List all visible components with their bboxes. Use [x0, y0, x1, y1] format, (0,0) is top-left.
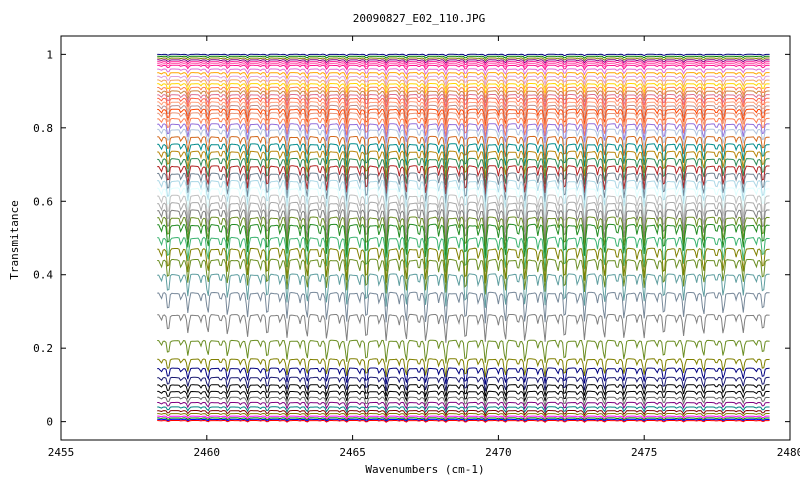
spectrum-line: [157, 79, 770, 91]
spectrum-line: [157, 101, 770, 117]
spectrum-line: [157, 201, 770, 237]
spectrum-line: [157, 72, 770, 81]
x-tick-label: 2480: [777, 446, 800, 459]
spectrum-line: [157, 82, 770, 95]
spectrum-line: [157, 157, 770, 187]
spectrum-line: [157, 376, 770, 392]
y-axis-label: Transmitance: [8, 200, 21, 279]
spectrum-line: [157, 57, 770, 62]
spectrum-line: [157, 396, 770, 408]
spectrum-line: [157, 104, 770, 122]
y-tick-label: 0.2: [33, 342, 53, 355]
spectrum-line: [157, 128, 770, 152]
spectrum-line: [157, 165, 770, 195]
spectrum-line: [157, 415, 770, 420]
spectrum-line: [157, 401, 770, 411]
chart-title: 20090827_E02_110.JPG: [353, 12, 485, 25]
spectrum-line: [157, 419, 770, 423]
spectrum-line: [157, 97, 770, 112]
y-tick-label: 0.6: [33, 195, 53, 208]
spectrum-line: [157, 108, 770, 126]
spectrum-line: [157, 194, 770, 229]
spectrum-line: [157, 150, 770, 178]
spectrum-line: [157, 339, 770, 364]
spectrum-line: [157, 390, 770, 403]
spectrum-line: [157, 258, 770, 295]
spectrum-line: [157, 59, 770, 64]
spectrum-line: [157, 418, 770, 423]
spectrum-line: [157, 367, 770, 385]
spectrum-line: [157, 406, 770, 414]
spectrum-line: [157, 384, 770, 398]
spectrum-line: [157, 112, 770, 131]
x-tick-label: 2455: [48, 446, 75, 459]
spectrum-line: [157, 179, 770, 213]
x-axis-label: Wavenumbers (cm-1): [365, 463, 484, 476]
spectrum-line: [157, 172, 770, 204]
spectrum-line: [157, 223, 770, 260]
series-layer: [157, 53, 770, 423]
spectrum-line: [157, 64, 770, 72]
spectrum-line: [157, 135, 770, 161]
spectrum-line: [157, 417, 770, 422]
spectrum-line: [157, 209, 770, 245]
y-tick-label: 1: [46, 48, 53, 61]
spectrum-line: [157, 273, 770, 308]
spectrum-line: [157, 53, 770, 57]
plot-frame: [60, 35, 791, 441]
x-tick-label: 2465: [339, 446, 366, 459]
spectrum-line: [157, 117, 770, 138]
spectrum-line: [157, 313, 770, 343]
spectrum-line: [157, 123, 770, 144]
y-tick-label: 0.4: [33, 269, 53, 282]
spectrum-line: [157, 409, 770, 417]
spectrum-line: [157, 86, 770, 99]
y-tick-label: 0: [46, 416, 53, 429]
y-tick-label: 0.8: [33, 122, 53, 135]
spectrum-line: [157, 216, 770, 252]
x-tick-label: 2460: [194, 446, 221, 459]
spectrum-line: [157, 247, 770, 284]
spectrum-line: [157, 90, 770, 104]
y-axis-ticks: 0 0.2 0.4 0.6 0.8 1: [33, 48, 790, 429]
spectrum-line: [157, 143, 770, 169]
spectrum-line: [157, 236, 770, 273]
spectrum-line: [157, 93, 770, 109]
spectrum-line: [157, 62, 770, 69]
spectrum-line: [157, 75, 770, 86]
spectrum-line: [157, 61, 770, 67]
x-tick-label: 2470: [485, 446, 512, 459]
spectrum-line: [157, 55, 770, 59]
spectrum-line: [157, 68, 770, 77]
spectrum-line: [157, 291, 770, 324]
spectrum-line: [157, 358, 770, 378]
x-tick-label: 2475: [631, 446, 658, 459]
x-axis-ticks: 2455 2460 2465 2470 2475 2480: [48, 36, 800, 459]
spectrum-line: [157, 187, 770, 220]
spectrum-line: [157, 412, 770, 419]
